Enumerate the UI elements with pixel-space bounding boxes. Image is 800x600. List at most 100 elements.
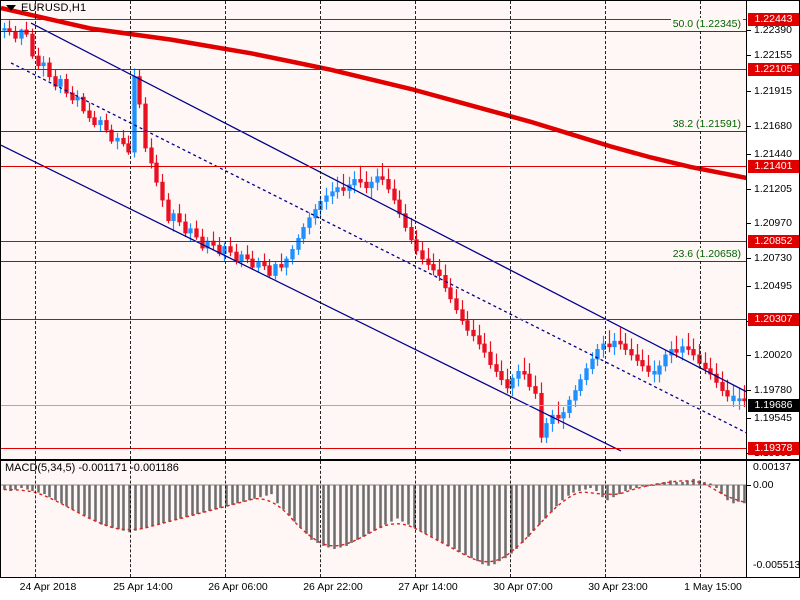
candlestick (420, 241, 425, 265)
candlestick (64, 73, 69, 98)
macd-histogram-bar (26, 485, 29, 490)
resistance-line (1, 319, 747, 320)
price-tick: 1.21205 (747, 182, 800, 196)
fibonacci-label: 50.0 (1.22345) (670, 18, 743, 30)
candlestick (623, 333, 628, 355)
macd-histogram-bar (77, 485, 80, 513)
candlestick (533, 375, 538, 399)
macd-scale[interactable]: 0.00137 0.00 -0.005513 (746, 461, 800, 577)
macd-histogram-bar (527, 485, 530, 537)
chevron-down-icon[interactable] (6, 5, 16, 11)
price-tag-1.20852[interactable]: 1.20852 (748, 235, 799, 248)
time-axis[interactable]: 24 Apr 2018 25 Apr 14:00 26 Apr 06:00 26 Ap… (0, 578, 800, 600)
candlestick (369, 176, 374, 199)
macd-histogram-bar (487, 485, 490, 566)
candlestick (375, 168, 380, 191)
macd-histogram-bar (151, 485, 154, 527)
macd-histogram-bar (196, 485, 199, 514)
price-tick-label: 1.21680 (754, 120, 792, 132)
fibonacci-label: 38.2 (1.21591) (670, 118, 743, 130)
price-tick-label: 1.19545 (754, 412, 792, 424)
price-tick: 1.21440 (747, 147, 800, 161)
candlestick (104, 113, 109, 133)
price-tag-1.21401[interactable]: 1.21401 (748, 160, 799, 173)
macd-plot-area[interactable] (1, 461, 747, 577)
price-tag-1.20307[interactable]: 1.20307 (748, 313, 799, 326)
macd-histogram-bar (367, 485, 370, 534)
time-separator (605, 461, 606, 577)
price-tick-label: 1.20495 (754, 280, 792, 292)
price-tick: 1.20970 (747, 216, 800, 230)
resistance-line (1, 69, 747, 70)
macd-histogram-bar (686, 480, 689, 485)
time-separator (415, 461, 416, 577)
candlestick (431, 253, 436, 276)
macd-histogram-bar (333, 485, 336, 549)
price-tick-label: 1.21915 (754, 85, 792, 97)
macd-histogram-bar (453, 485, 456, 549)
price-tick-label: 1.22390 (754, 24, 792, 36)
macd-histogram-bar (464, 485, 467, 556)
candlestick (301, 223, 306, 244)
time-separator (225, 461, 226, 577)
candlestick (714, 363, 719, 388)
trend-channel-line (1, 144, 622, 452)
candlestick (358, 165, 363, 188)
candlestick (2, 22, 7, 39)
candlestick (403, 204, 408, 232)
time-axis-label: 27 Apr 14:00 (398, 581, 458, 593)
price-scale[interactable]: 1.22390 1.22155 1.21915 1.21680 1.21440 1.212… (746, 1, 799, 459)
macd-histogram-bar (231, 485, 234, 505)
price-tick-label: 1.19780 (754, 384, 792, 396)
macd-histogram-bar (436, 485, 439, 540)
macd-histogram-bar (396, 485, 399, 519)
candlestick (194, 220, 199, 240)
candlestick (205, 237, 210, 254)
macd-histogram-bar (419, 485, 422, 531)
candlestick (731, 385, 736, 408)
candlestick (109, 124, 114, 144)
price-tag-1.19378[interactable]: 1.19378 (748, 442, 799, 455)
price-tick: 1.20495 (747, 279, 800, 293)
macd-histogram-bar (157, 485, 160, 525)
price-plot-area[interactable]: 50.0 (1.22345) 38.2 (1.21591) 23.6 (1.2065… (1, 1, 747, 459)
macd-histogram-bar (350, 485, 353, 543)
candlestick (652, 360, 657, 383)
fibonacci-line (1, 261, 747, 262)
resistance-line (1, 241, 747, 242)
candlestick (725, 379, 730, 402)
macd-title-label: MACD(5,34,5) -0.001171 -0.001186 (5, 462, 179, 474)
time-separator (415, 1, 416, 459)
macd-histogram-bar (709, 483, 712, 485)
time-axis-label: 1 May 15:00 (684, 581, 742, 593)
candlestick (510, 374, 515, 397)
macd-histogram-bar (601, 485, 604, 498)
macd-histogram-bar (111, 485, 114, 528)
macd-histogram-bar (538, 485, 541, 525)
time-separator (320, 461, 321, 577)
candlestick (41, 56, 46, 77)
candlestick (364, 171, 369, 194)
macd-histogram-bar (447, 485, 450, 546)
macd-histogram-bar (521, 485, 524, 543)
price-tag-1.22443[interactable]: 1.22443 (748, 13, 799, 26)
candlestick (177, 204, 182, 227)
candlestick (7, 20, 12, 36)
candlestick (567, 396, 572, 419)
candlestick (426, 248, 431, 270)
price-tag-1.22105[interactable]: 1.22105 (748, 63, 799, 76)
candlestick (471, 319, 476, 342)
macd-histogram-bar (663, 481, 666, 485)
macd-histogram-bar (584, 485, 587, 490)
price-tag-1.19686[interactable]: 1.19686 (748, 399, 799, 412)
candlestick (720, 371, 725, 397)
macd-histogram-bar (550, 485, 553, 513)
macd-histogram-bar (555, 485, 558, 507)
macd-histogram-bar (726, 485, 729, 501)
candlestick (465, 311, 470, 336)
tick-mark (747, 154, 751, 155)
macd-histogram-bar (9, 485, 12, 492)
candlestick (75, 90, 80, 107)
macd-histogram-bar (162, 485, 165, 524)
candlestick (58, 75, 63, 94)
